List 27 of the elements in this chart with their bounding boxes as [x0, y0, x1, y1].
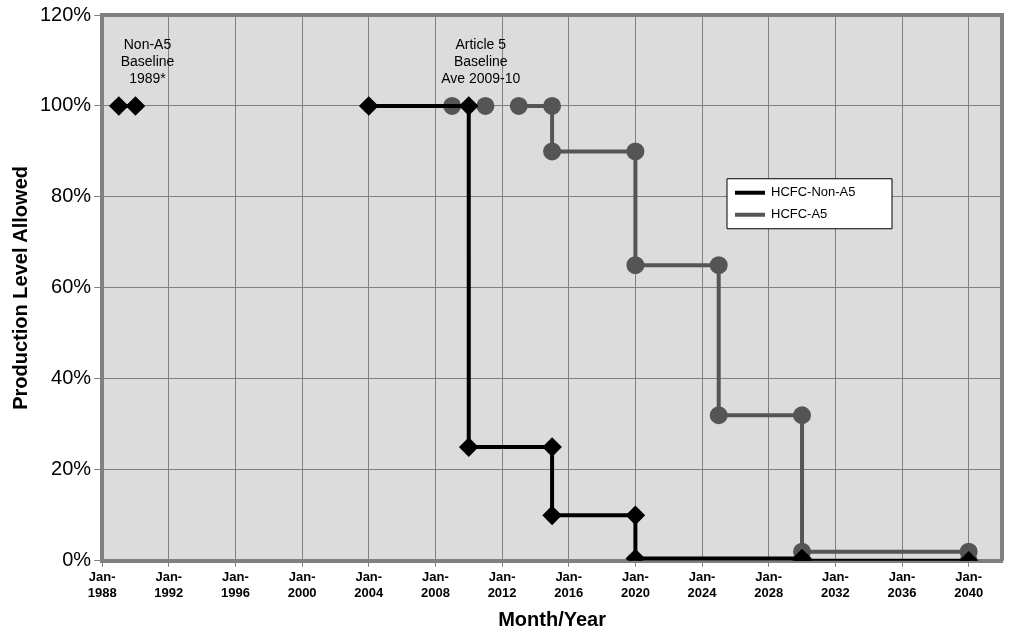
x-tick-label: Jan-1996 [221, 569, 250, 600]
y-axis-title: Production Level Allowed [8, 166, 31, 410]
y-tick-label: 0% [62, 548, 92, 571]
x-tick-label: Jan-2036 [887, 569, 917, 600]
x-tick-label: Jan-2004 [354, 569, 384, 600]
x-tick-label: Jan-2016 [554, 569, 584, 600]
annotation: Non-A5 Baseline 1989* [120, 35, 175, 86]
y-tick-label: 100% [40, 93, 92, 116]
y-tick-label: 80% [51, 184, 92, 207]
x-axis-title: Month/Year [498, 607, 607, 630]
x-tick-label: Jan-2020 [620, 569, 650, 600]
x-tick-label: Jan-1992 [154, 569, 184, 600]
x-tick-label: Jan-2040 [954, 569, 984, 600]
x-tick-label: Jan-2008 [420, 569, 450, 600]
x-tick-label: Jan-2028 [754, 569, 784, 600]
y-tick-label: 120% [40, 2, 92, 25]
y-tick-label: 20% [51, 457, 92, 480]
x-tick-label: Jan-2024 [687, 569, 718, 600]
x-tick-label: Jan-2032 [820, 569, 850, 600]
legend-label: HCFC-A5 [771, 206, 828, 222]
x-tick-label: Jan-1988 [87, 569, 117, 600]
y-tick-label: 40% [51, 366, 92, 389]
x-tick-label: Jan-2012 [487, 569, 517, 600]
y-tick-label: 60% [51, 275, 92, 298]
annotation: Article 5 Baseline Ave 2009-10 [441, 35, 521, 86]
x-tick-label: Jan-2000 [287, 569, 317, 600]
legend-label: HCFC-Non-A5 [771, 184, 856, 200]
